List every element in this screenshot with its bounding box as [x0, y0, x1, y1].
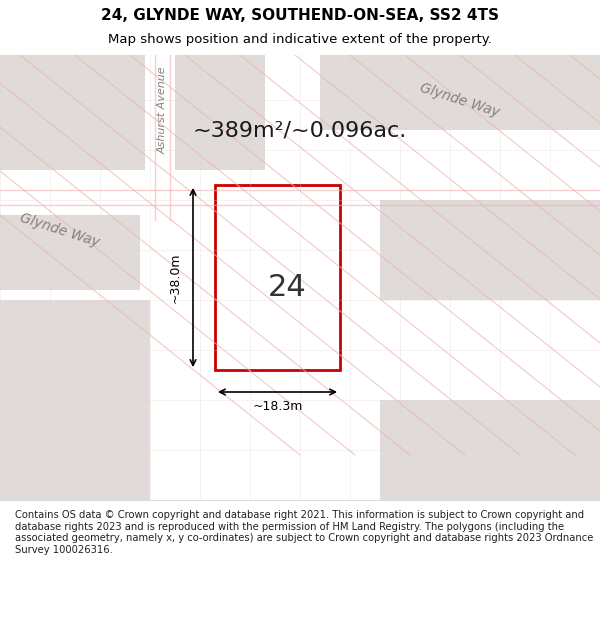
Bar [0, 215, 140, 290]
Text: Map shows position and indicative extent of the property.: Map shows position and indicative extent… [108, 33, 492, 46]
Text: Contains OS data © Crown copyright and database right 2021. This information is : Contains OS data © Crown copyright and d… [15, 510, 593, 555]
Text: Glynde Way: Glynde Way [418, 81, 502, 119]
Bar [320, 55, 600, 130]
Text: Glynde Way: Glynde Way [19, 211, 101, 249]
Text: ~389m²/~0.096ac.: ~389m²/~0.096ac. [193, 120, 407, 140]
Bar [215, 185, 340, 370]
Text: ~38.0m: ~38.0m [169, 253, 182, 302]
Text: Ashurst Avenue: Ashurst Avenue [158, 66, 168, 154]
Text: 24: 24 [268, 273, 307, 302]
Bar [0, 300, 150, 500]
Bar [175, 55, 265, 170]
Text: ~18.3m: ~18.3m [253, 399, 302, 412]
Bar [0, 55, 145, 170]
Bar [380, 400, 600, 500]
Bar [380, 200, 600, 300]
Text: 24, GLYNDE WAY, SOUTHEND-ON-SEA, SS2 4TS: 24, GLYNDE WAY, SOUTHEND-ON-SEA, SS2 4TS [101, 8, 499, 23]
